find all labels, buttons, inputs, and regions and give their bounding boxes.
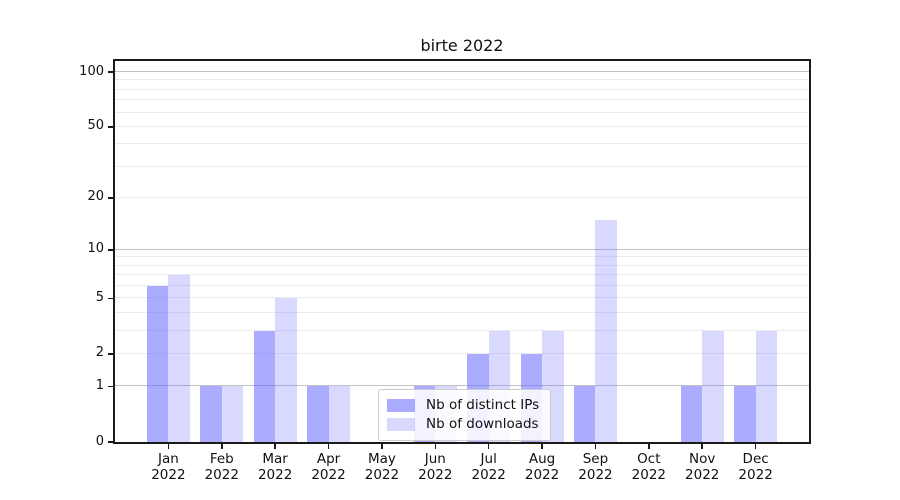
x-tick-label-jan: Jan 2022 [151, 451, 186, 483]
bar-nb-of-distinct-ips-feb [200, 386, 222, 442]
y-tick-10 [108, 249, 113, 251]
gridline-90 [115, 79, 809, 81]
bar-nb-of-distinct-ips-mar [253, 330, 276, 442]
x-tick-apr [327, 444, 330, 449]
gridline-20 [115, 196, 809, 198]
x-tick-feb [220, 444, 223, 449]
x-tick-nov [701, 444, 704, 449]
x-tick-may [381, 444, 383, 449]
y-tick-5 [108, 297, 113, 300]
bar-nb-of-distinct-ips-jan [146, 286, 169, 442]
y-tick-label-100: 100 [79, 63, 104, 79]
x-tick-jan [167, 444, 170, 449]
gridline-8 [115, 264, 809, 266]
x-tick-jul [487, 444, 490, 449]
y-tick-1 [108, 385, 113, 388]
gridline-10 [115, 248, 809, 250]
gridline-50 [115, 125, 809, 127]
downloads-swatch-icon [387, 417, 415, 431]
x-tick-label-jul: Jul 2022 [471, 451, 506, 483]
legend: Nb of distinct IPs Nb of downloads [378, 389, 551, 441]
x-tick-label-nov: Nov 2022 [685, 451, 720, 483]
bar-nb-of-downloads-mar [275, 298, 297, 442]
y-tick-label-5: 5 [95, 289, 104, 305]
y-tick-label-0: 0 [95, 433, 104, 449]
y-tick-label-2: 2 [95, 345, 104, 361]
x-tick-label-feb: Feb 2022 [204, 451, 239, 483]
y-tick-2 [108, 353, 113, 355]
x-tick-sep [594, 444, 597, 449]
bar-nb-of-distinct-ips-apr [307, 386, 329, 442]
bar-nb-of-downloads-jan [168, 275, 190, 442]
distinct-ips-swatch-icon [387, 398, 415, 412]
x-tick-aug [541, 444, 543, 449]
x-tick-label-oct: Oct 2022 [631, 451, 667, 483]
gridline-1 [115, 385, 809, 387]
x-tick-label-dec: Dec 2022 [738, 451, 773, 483]
gridline-4 [115, 312, 809, 314]
gridline-70 [115, 99, 809, 101]
x-tick-jun [434, 444, 437, 449]
bar-nb-of-distinct-ips-sep [573, 386, 596, 442]
bar-nb-of-downloads-dec [755, 330, 778, 442]
y-tick-20 [108, 197, 113, 199]
x-tick-label-sep: Sep 2022 [578, 451, 613, 483]
bar-nb-of-downloads-feb [221, 386, 244, 442]
chart-title: birte 2022 [420, 36, 504, 55]
legend-label-downloads: Nb of downloads [426, 416, 539, 432]
y-tick-label-1: 1 [95, 377, 104, 393]
x-tick-mar [274, 444, 276, 449]
x-tick-label-apr: Apr 2022 [311, 451, 346, 483]
gridline-40 [115, 143, 809, 145]
gridline-3 [115, 329, 809, 331]
x-tick-oct [648, 444, 650, 449]
gridline-30 [115, 165, 809, 167]
x-tick-label-mar: Mar 2022 [257, 451, 293, 483]
gridline-100 [115, 71, 809, 73]
gridline-2 [115, 352, 809, 354]
plot-area [113, 59, 811, 444]
gridline-5 [115, 297, 809, 299]
gridline-80 [115, 88, 809, 90]
gridline-60 [115, 111, 809, 113]
bar-nb-of-downloads-sep [595, 219, 617, 442]
y-tick-0 [108, 441, 113, 443]
x-tick-label-aug: Aug 2022 [524, 451, 560, 483]
y-tick-50 [108, 126, 113, 128]
x-tick-label-may: May 2022 [364, 451, 400, 483]
y-tick-label-50: 50 [87, 118, 104, 134]
bar-nb-of-downloads-apr [328, 386, 351, 442]
y-tick-label-20: 20 [87, 189, 104, 205]
gridline-9 [115, 256, 809, 258]
bar-nb-of-distinct-ips-nov [680, 386, 703, 442]
legend-label-distinct-ips: Nb of distinct IPs [426, 397, 540, 413]
bar-nb-of-distinct-ips-dec [734, 386, 756, 442]
bar-nb-of-downloads-nov [702, 330, 724, 442]
y-tick-100 [108, 71, 113, 73]
x-tick-dec [754, 444, 757, 449]
gridline-7 [115, 274, 809, 276]
x-tick-label-jun: Jun 2022 [418, 451, 453, 483]
y-tick-label-10: 10 [87, 241, 104, 257]
gridline-6 [115, 285, 809, 287]
legend-item-downloads: Nb of downloads [387, 415, 542, 433]
legend-item-distinct-ips: Nb of distinct IPs [387, 396, 542, 414]
